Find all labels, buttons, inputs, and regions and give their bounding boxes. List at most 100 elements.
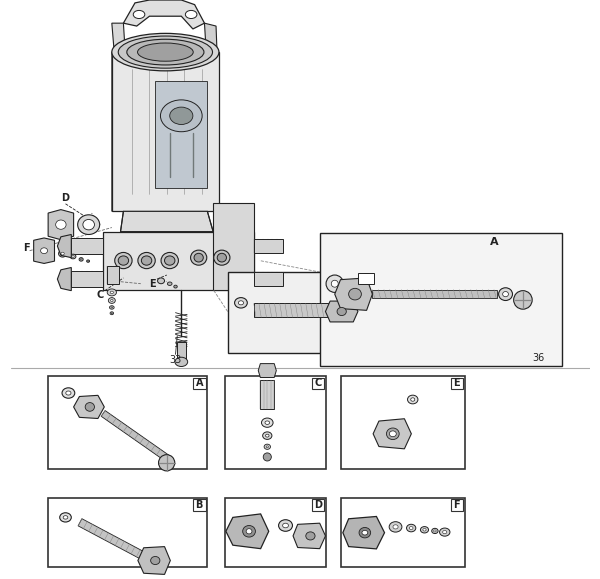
Ellipse shape [60,513,71,522]
Ellipse shape [423,529,426,531]
Text: A: A [196,378,203,389]
Ellipse shape [110,312,113,315]
Ellipse shape [118,256,128,265]
Polygon shape [227,272,375,353]
Polygon shape [325,301,358,322]
Polygon shape [155,81,208,188]
Polygon shape [112,23,127,72]
Ellipse shape [112,34,219,71]
Ellipse shape [158,278,164,284]
Polygon shape [48,210,74,240]
Ellipse shape [337,307,346,316]
Ellipse shape [160,100,202,132]
Ellipse shape [170,107,193,124]
Ellipse shape [407,395,418,404]
Ellipse shape [151,556,160,565]
Text: A: A [490,237,498,247]
Polygon shape [343,516,385,549]
Ellipse shape [142,256,152,265]
Polygon shape [226,514,269,549]
Ellipse shape [110,291,113,294]
Ellipse shape [111,313,112,314]
Ellipse shape [111,307,113,308]
Text: F: F [454,500,460,510]
Ellipse shape [72,255,74,258]
Circle shape [514,291,532,309]
Ellipse shape [389,522,402,532]
Ellipse shape [174,285,177,288]
Polygon shape [258,364,277,378]
Ellipse shape [175,357,188,367]
Text: D: D [62,193,70,203]
Ellipse shape [70,254,76,259]
Polygon shape [138,547,170,574]
Ellipse shape [434,530,436,532]
Ellipse shape [421,527,428,533]
Ellipse shape [127,39,204,65]
Bar [254,272,283,286]
Bar [225,498,326,567]
Ellipse shape [411,398,415,401]
Ellipse shape [110,299,113,302]
Polygon shape [58,267,71,291]
Ellipse shape [118,36,212,68]
Ellipse shape [161,252,178,269]
Ellipse shape [80,259,82,260]
Text: C: C [97,290,104,301]
Polygon shape [74,395,104,419]
Ellipse shape [191,250,207,265]
Polygon shape [78,519,156,565]
Ellipse shape [362,530,368,535]
Bar [254,303,329,317]
Text: B: B [362,273,370,284]
Ellipse shape [110,306,114,309]
Polygon shape [335,278,373,310]
Ellipse shape [85,402,94,411]
Ellipse shape [56,220,66,229]
Bar [311,378,325,389]
Bar [358,273,374,284]
Ellipse shape [389,431,396,437]
Ellipse shape [115,252,132,269]
Ellipse shape [359,527,371,538]
Bar [373,290,497,298]
Bar [341,498,465,567]
Text: F: F [23,243,30,253]
Ellipse shape [265,421,269,424]
Bar [71,271,103,287]
Ellipse shape [61,252,64,255]
Ellipse shape [246,529,252,534]
Polygon shape [58,234,71,258]
Ellipse shape [214,250,230,265]
Circle shape [158,455,175,471]
Ellipse shape [306,532,315,540]
Ellipse shape [278,520,292,532]
Bar [48,498,208,567]
Ellipse shape [66,391,71,395]
Polygon shape [124,0,205,29]
Text: D: D [314,500,322,510]
Bar [254,239,283,253]
Ellipse shape [499,288,512,301]
Ellipse shape [77,215,100,234]
Text: C: C [314,378,322,389]
Ellipse shape [217,254,226,262]
Bar [112,52,219,211]
Bar [341,376,465,469]
Ellipse shape [440,528,450,536]
Bar [451,378,463,389]
Ellipse shape [407,525,416,532]
Ellipse shape [283,523,289,528]
Ellipse shape [62,388,75,398]
Ellipse shape [386,428,399,439]
Text: E: E [149,278,155,289]
Bar [177,342,186,359]
Ellipse shape [194,254,203,262]
Ellipse shape [137,43,193,61]
Ellipse shape [242,526,256,537]
Bar [225,376,326,469]
Ellipse shape [443,530,447,534]
Polygon shape [205,23,218,72]
Ellipse shape [164,256,175,265]
Ellipse shape [138,252,155,269]
